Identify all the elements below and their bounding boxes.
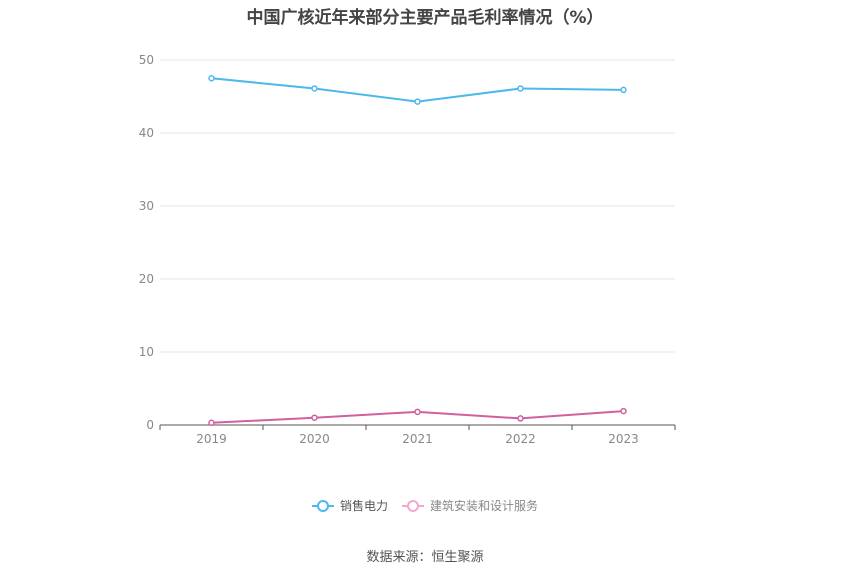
legend: 销售电力 建筑安装和设计服务 <box>0 497 850 514</box>
legend-label: 销售电力 <box>339 499 388 513</box>
data-point <box>311 85 318 92</box>
legend-swatch-icon <box>402 499 424 513</box>
legend-swatch-icon <box>311 499 334 513</box>
y-tick-label: 30 <box>139 199 154 213</box>
y-tick-label: 40 <box>139 126 154 140</box>
y-tick-label: 0 <box>146 418 154 432</box>
x-tick-label: 2019 <box>196 432 227 446</box>
legend-label: 建筑安装和设计服务 <box>430 499 539 513</box>
x-tick-label: 2023 <box>608 432 639 446</box>
chart-title: 中国广核近年来部分主要产品毛利率情况（%） <box>246 8 604 28</box>
data-point <box>414 408 421 416</box>
x-tick-label: 2022 <box>505 432 536 446</box>
y-tick-label: 10 <box>139 345 154 359</box>
legend-item-series-2[interactable]: 建筑安装和设计服务 <box>402 497 538 514</box>
data-point <box>517 415 524 422</box>
data-point <box>208 75 215 82</box>
x-tick-label: 2020 <box>299 432 330 446</box>
y-tick-label: 20 <box>139 272 154 286</box>
data-point <box>620 407 627 415</box>
data-point <box>208 419 215 427</box>
y-tick-label: 50 <box>139 53 154 67</box>
data-point <box>414 98 421 105</box>
legend-item-series-1[interactable]: 销售电力 <box>311 497 388 514</box>
data-point <box>517 85 524 92</box>
series-line-1 <box>211 77 624 103</box>
x-tick-label: 2021 <box>402 432 433 446</box>
data-point <box>311 414 318 421</box>
source-note: 数据来源：恒生聚源 <box>366 550 484 565</box>
data-point <box>620 86 627 94</box>
